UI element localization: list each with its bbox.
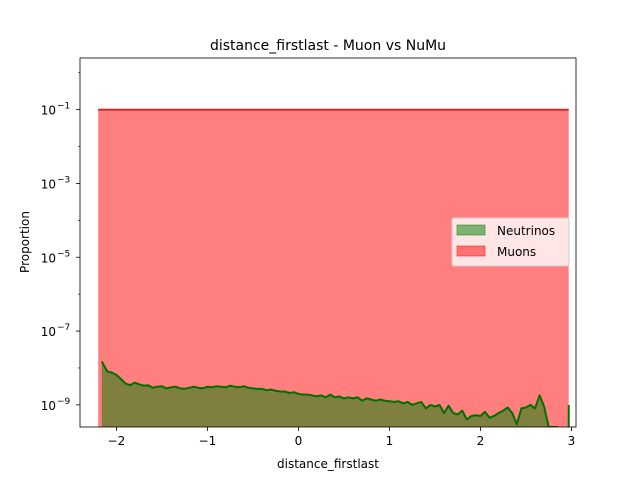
y-tick-label: 10 [41, 325, 56, 339]
y-tick-exponent: −7 [57, 323, 70, 333]
x-axis-title: distance_firstlast [277, 457, 379, 471]
x-tick-label: 0 [295, 434, 303, 448]
y-tick-exponent: −9 [57, 397, 71, 407]
y-axis: 10−110−310−510−710−9 [41, 72, 80, 413]
chart-title: distance_firstlast - Muon vs NuMu [210, 38, 446, 54]
x-axis: −2 −1 0 1 2 3 [108, 427, 576, 448]
y-tick-exponent: −1 [57, 102, 70, 112]
legend-swatch-muons [456, 245, 486, 257]
y-axis-title: Proportion [18, 211, 32, 273]
y-tick-exponent: −3 [57, 175, 70, 185]
plot-area [98, 108, 570, 427]
legend-swatch-neutrinos [456, 224, 486, 236]
y-tick-label: 10 [41, 177, 56, 191]
x-tick-label: 1 [386, 434, 394, 448]
legend-label-neutrinos: Neutrinos [497, 224, 555, 238]
series-neutrinos-area [101, 361, 558, 427]
y-tick-label: 10 [41, 399, 56, 413]
axes-frame [79, 57, 577, 428]
x-tick-label: 2 [477, 434, 485, 448]
series-neutrinos-line [100, 361, 558, 427]
x-tick-label: −1 [199, 434, 217, 448]
y-tick-exponent: −5 [57, 249, 70, 259]
x-tick-label: 3 [568, 434, 576, 448]
series-muons-area [98, 109, 569, 427]
legend: Neutrinos Muons [451, 217, 570, 267]
y-tick-label: 10 [41, 251, 56, 265]
x-tick-label: −2 [108, 434, 126, 448]
y-tick-label: 10 [41, 104, 56, 118]
legend-label-muons: Muons [497, 245, 536, 259]
